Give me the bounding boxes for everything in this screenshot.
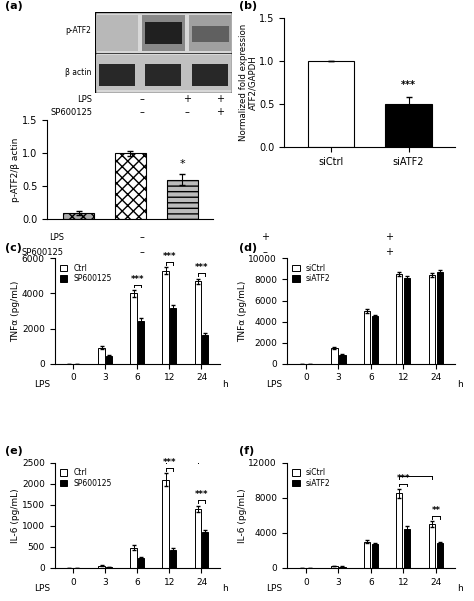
Bar [163,480,169,568]
Text: ***: *** [397,474,410,483]
Text: LPS: LPS [49,233,64,242]
Text: *: * [179,159,185,169]
Text: ***: *** [163,458,176,467]
Text: p-ATF2: p-ATF2 [65,26,91,35]
Bar [163,270,169,364]
Bar [437,543,443,568]
Bar [99,566,105,568]
Text: (f): (f) [239,446,255,456]
Bar [145,64,181,86]
Bar [167,180,198,219]
Text: (c): (c) [5,243,22,252]
Bar [396,274,402,364]
Bar [143,15,184,50]
Y-axis label: IL-6 (pg/mL): IL-6 (pg/mL) [238,488,247,543]
Bar [385,104,432,147]
Bar [364,311,370,364]
Bar [339,355,346,364]
Text: ***: *** [401,81,416,90]
Bar [130,548,137,568]
Text: β actin: β actin [65,69,91,78]
Bar [130,293,137,364]
Y-axis label: Normalized fold expression
ATF2/GAPDH: Normalized fold expression ATF2/GAPDH [238,24,258,141]
Text: LPS: LPS [266,584,283,593]
Y-axis label: p-ATF2/β actin: p-ATF2/β actin [10,138,19,202]
Text: LPS: LPS [266,380,283,389]
Bar [364,542,370,568]
Bar [138,321,145,364]
Text: +: + [385,233,392,242]
Text: LPS: LPS [35,584,51,593]
Text: –: – [140,94,145,104]
Bar [308,61,354,147]
Bar [331,348,337,364]
Bar [115,153,146,219]
Bar [99,348,105,364]
Text: h: h [222,584,228,593]
Text: LPS: LPS [77,95,92,104]
Legend: siCtrl, siATF2: siCtrl, siATF2 [291,262,332,285]
Bar [194,509,201,568]
Text: **: ** [431,506,440,515]
Bar [437,272,443,364]
Bar [138,558,145,568]
Text: ***: *** [195,490,208,499]
Bar [372,545,378,568]
Y-axis label: TNFα (pg/mL): TNFα (pg/mL) [11,280,20,342]
Bar [106,356,112,364]
Text: –: – [140,248,145,257]
Text: +: + [217,108,224,117]
Text: +: + [183,94,191,104]
Bar [339,567,346,568]
Bar [96,55,231,90]
Bar [372,316,378,364]
Text: ***: *** [131,275,144,284]
Bar [331,566,337,568]
Bar [192,64,228,86]
Text: +: + [385,248,392,257]
Text: –: – [140,233,145,242]
Bar [429,524,435,568]
Bar [170,308,176,364]
Text: SP600125: SP600125 [50,108,92,117]
Text: (b): (b) [239,1,257,11]
Bar [396,493,402,568]
Text: h: h [457,584,463,593]
Bar [192,26,228,43]
Text: (e): (e) [5,446,22,456]
Bar [202,335,209,364]
Text: h: h [222,380,228,389]
Text: ***: *** [195,263,208,272]
Text: –: – [140,108,145,117]
Text: +: + [262,233,269,242]
Text: –: – [263,248,268,257]
Text: h: h [457,380,463,389]
Legend: Ctrl, SP600125: Ctrl, SP600125 [58,466,113,489]
Bar [145,22,182,44]
Bar [404,278,410,364]
Bar [202,532,209,568]
Bar [100,64,135,86]
Text: (d): (d) [239,243,257,252]
Bar [404,528,410,568]
Y-axis label: IL-6 (pg/mL): IL-6 (pg/mL) [11,488,20,543]
Text: –: – [185,108,190,117]
Bar [170,550,176,568]
Bar [106,567,112,568]
Text: (a): (a) [5,1,22,11]
Text: LPS: LPS [35,380,51,389]
Bar [189,15,231,50]
Text: ***: *** [163,252,176,261]
Y-axis label: TNFα (pg/mL): TNFα (pg/mL) [238,280,247,342]
Bar [429,275,435,364]
Text: +: + [217,94,224,104]
Bar [63,213,94,219]
Bar [194,281,201,364]
Legend: siCtrl, siATF2: siCtrl, siATF2 [291,466,332,489]
Text: SP600125: SP600125 [22,248,64,257]
Bar [96,15,138,50]
Legend: Ctrl, SP600125: Ctrl, SP600125 [58,262,113,285]
